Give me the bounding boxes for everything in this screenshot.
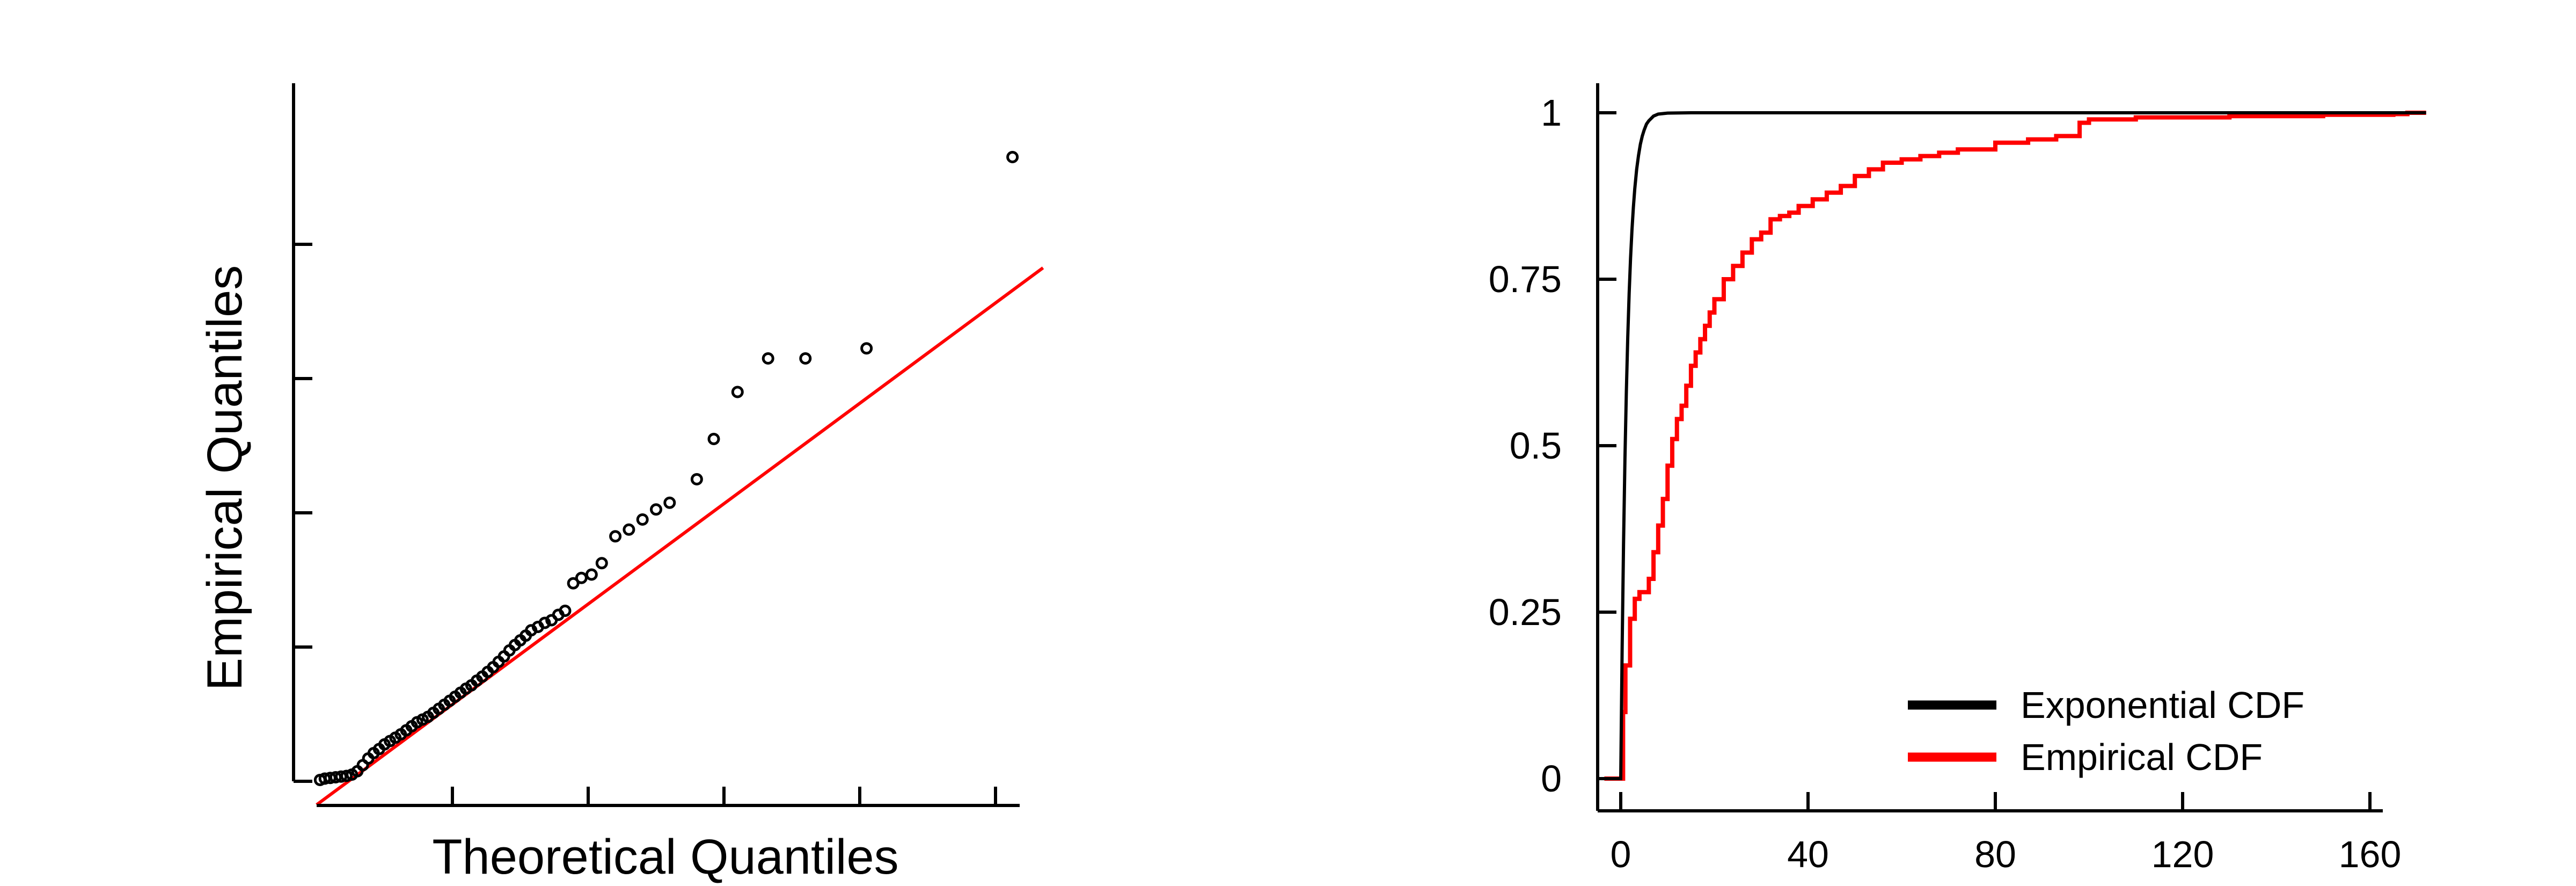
qq-plot-panel: Theoretical Quantiles Empirical Quantile… (197, 83, 1044, 884)
qq-point (324, 772, 336, 785)
qq-point (663, 496, 676, 509)
x-tick-label: 0 (1611, 833, 1631, 875)
qq-point (690, 473, 703, 485)
x-tick-label: 40 (1787, 833, 1829, 875)
legend-label-exponential: Exponential CDF (2021, 684, 2304, 726)
y-tick-label: 0.75 (1489, 258, 1562, 300)
qq-point (340, 769, 353, 782)
qq-axes (292, 83, 1020, 807)
x-tick-label: 80 (1974, 833, 2016, 875)
qq-point (650, 503, 662, 516)
qq-point (1006, 151, 1019, 163)
x-tick-label: 160 (2339, 833, 2402, 875)
qq-point (575, 571, 588, 584)
qq-point (335, 770, 348, 783)
qq-point (585, 568, 598, 581)
qq-points (313, 151, 1019, 786)
qq-point (731, 386, 744, 398)
y-tick-label: 0 (1541, 758, 1562, 800)
qq-point (707, 433, 720, 445)
qq-point (609, 530, 622, 543)
qq-point (559, 605, 572, 617)
legend: Exponential CDF Empirical CDF (1908, 684, 2304, 778)
empirical-cdf-line (1604, 111, 2426, 781)
x-tick-label: 120 (2151, 833, 2214, 875)
qq-point (538, 616, 551, 629)
y-axis-label: Empirical Quantiles (197, 265, 252, 691)
qq-point (636, 513, 649, 526)
cdf-series (1604, 111, 2426, 781)
qq-point (799, 352, 812, 365)
qq-point (329, 771, 342, 783)
y-tick-label: 0.25 (1489, 591, 1562, 633)
qq-point (762, 352, 774, 365)
exponential-cdf-line (1604, 111, 2426, 780)
y-tick-label: 0.5 (1510, 425, 1562, 467)
qq-point (567, 577, 580, 590)
qq-point (623, 523, 635, 536)
y-tick-label: 1 (1541, 92, 1562, 134)
qq-point (595, 557, 608, 570)
qq-point (318, 772, 331, 785)
legend-label-empirical: Empirical CDF (2021, 736, 2263, 778)
cdf-axes: 0 0.25 0.5 0.75 1 0 40 80 120 160 (1489, 83, 2402, 875)
cdf-plot-panel: 0 0.25 0.5 0.75 1 0 40 80 120 160 Exponential CDF… (1489, 83, 2426, 875)
x-axis-label: Theoretical Quantiles (432, 830, 898, 884)
qq-point (860, 342, 873, 355)
